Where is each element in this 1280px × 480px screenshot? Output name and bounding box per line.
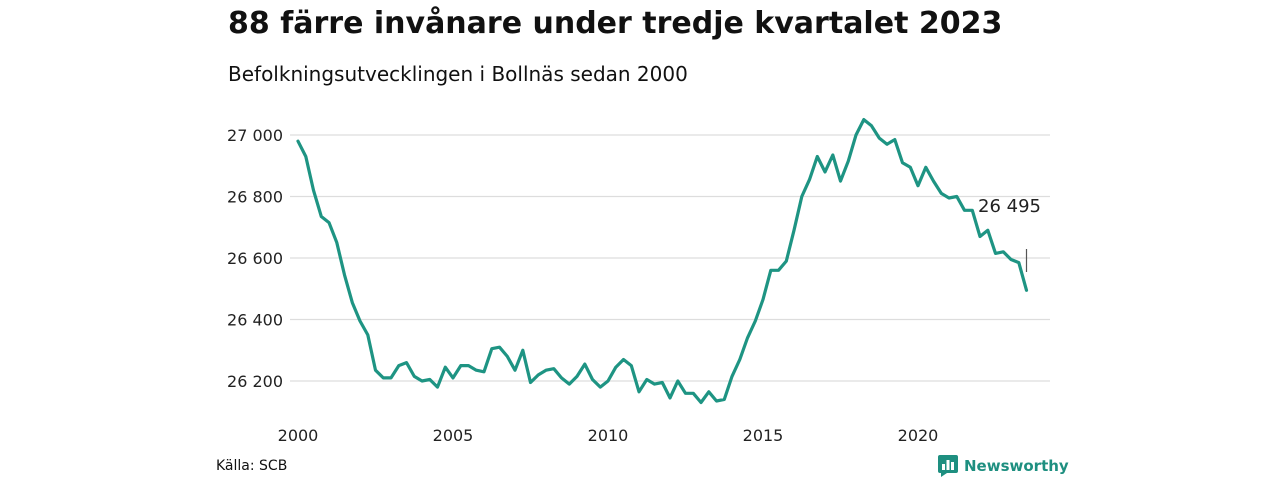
source-note: Källa: SCB <box>216 458 288 474</box>
y-tick-label: 26 800 <box>227 188 283 207</box>
x-tick-label: 2010 <box>588 426 629 445</box>
chart-subtitle: Befolkningsutvecklingen i Bollnäs sedan … <box>228 62 688 86</box>
newsworthy-icon <box>938 455 958 477</box>
y-tick-label: 26 400 <box>227 311 283 330</box>
x-tick-label: 2000 <box>278 426 319 445</box>
population-line <box>296 117 1029 405</box>
brand-name: Newsworthy <box>964 457 1069 475</box>
y-tick-label: 26 600 <box>227 249 283 268</box>
last-value-label: 26 495 <box>978 196 1041 217</box>
y-tick-label: 26 200 <box>227 372 283 391</box>
x-tick-label: 2015 <box>743 426 784 445</box>
chart-title: 88 färre invånare under tredje kvartalet… <box>228 6 1003 41</box>
x-tick-label: 2020 <box>898 426 939 445</box>
y-tick-label: 27 000 <box>227 126 283 145</box>
x-tick-label: 2005 <box>433 426 474 445</box>
brand-logo: Newsworthy <box>938 455 1069 477</box>
